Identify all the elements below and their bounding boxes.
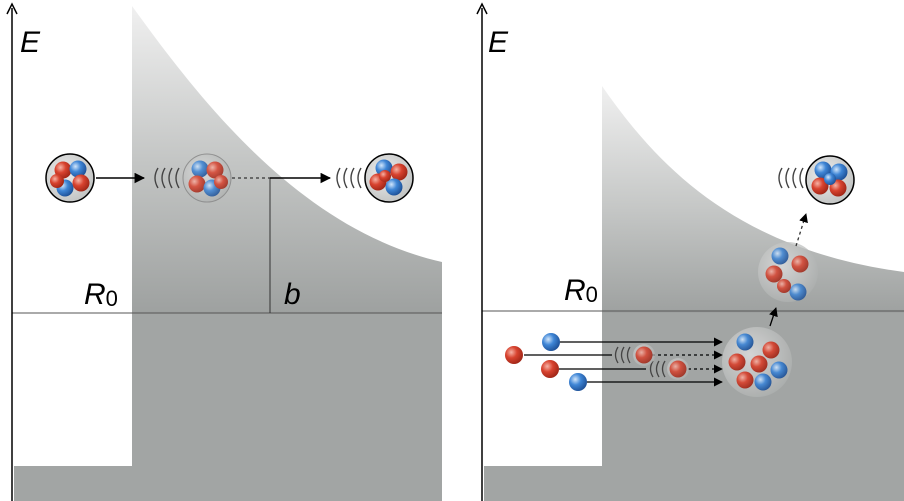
left-panel: E R0 b bbox=[6, 2, 442, 501]
radius-label: R0 bbox=[84, 278, 118, 311]
right-panel: E R0 bbox=[476, 2, 904, 501]
energy-axis-arrow-icon bbox=[6, 2, 18, 15]
nuclear-well bbox=[14, 313, 442, 501]
alpha-particle-icon bbox=[364, 153, 414, 203]
neutron-icon bbox=[542, 333, 560, 351]
neutron-icon bbox=[569, 373, 587, 391]
emission-arrow bbox=[769, 307, 778, 327]
energy-axis-label: E bbox=[20, 26, 41, 59]
wave-arcs-icon bbox=[336, 167, 362, 189]
emission-dashed-line bbox=[795, 213, 808, 247]
proton-icon bbox=[505, 346, 523, 364]
energy-axis-arrow-icon bbox=[476, 2, 488, 15]
tunneling-proton-icon bbox=[633, 344, 689, 380]
compound-nucleus-icon bbox=[722, 327, 792, 397]
coulomb-barrier bbox=[602, 86, 904, 313]
tunneling-alpha-icon bbox=[758, 242, 818, 302]
tunneling-alpha-icon bbox=[182, 153, 232, 203]
nuclear-well bbox=[484, 313, 904, 501]
alpha-particle-icon bbox=[805, 155, 855, 205]
wave-arcs-icon bbox=[614, 346, 666, 378]
alpha-particle-icon bbox=[45, 153, 95, 203]
wave-arcs-icon bbox=[778, 167, 804, 189]
coulomb-barrier bbox=[132, 6, 442, 313]
radius-label: R0 bbox=[564, 274, 598, 307]
proton-icon bbox=[541, 360, 559, 378]
energy-axis-label: E bbox=[488, 26, 509, 59]
turning-point-label: b bbox=[284, 278, 301, 311]
wave-arcs-icon bbox=[154, 167, 180, 189]
